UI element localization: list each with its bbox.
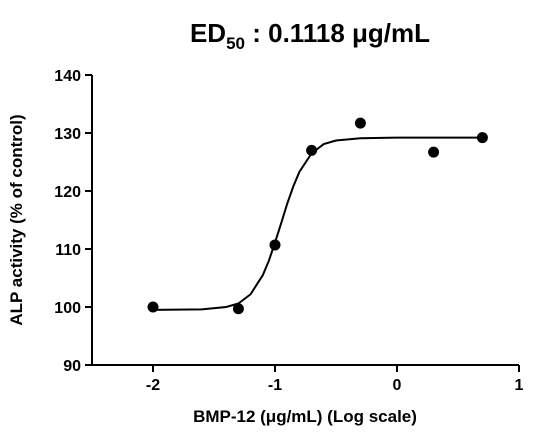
fit-curve [152, 136, 483, 311]
y-tick-label: 100 [54, 300, 81, 317]
x-axis-title: BMP-12 (μg/mL) (Log scale) [193, 407, 417, 426]
chart-title: ED50 : 0.1118 μg/mL [190, 18, 430, 53]
y-axis-title: ALP activity (% of control) [7, 114, 26, 325]
data-point [269, 239, 281, 251]
y-tick-label: 130 [54, 126, 81, 143]
data-point [232, 303, 244, 315]
x-tick-label: -1 [268, 377, 282, 394]
data-point [476, 132, 488, 144]
x-tick-label: 0 [393, 377, 402, 394]
x-tick-label: -2 [146, 377, 160, 394]
data-point [147, 301, 159, 313]
title-main: ED [190, 18, 226, 48]
y-tick-label: 90 [63, 358, 81, 375]
title-subscript: 50 [226, 34, 245, 53]
x-tick-label: 1 [515, 377, 524, 394]
y-tick-label: 110 [55, 242, 81, 259]
data-point [306, 144, 318, 156]
data-point [354, 117, 366, 129]
data-point [428, 146, 440, 158]
y-tick-label: 120 [54, 184, 81, 201]
title-rest: : 0.1118 μg/mL [245, 18, 430, 48]
y-tick-label: 140 [54, 68, 81, 85]
